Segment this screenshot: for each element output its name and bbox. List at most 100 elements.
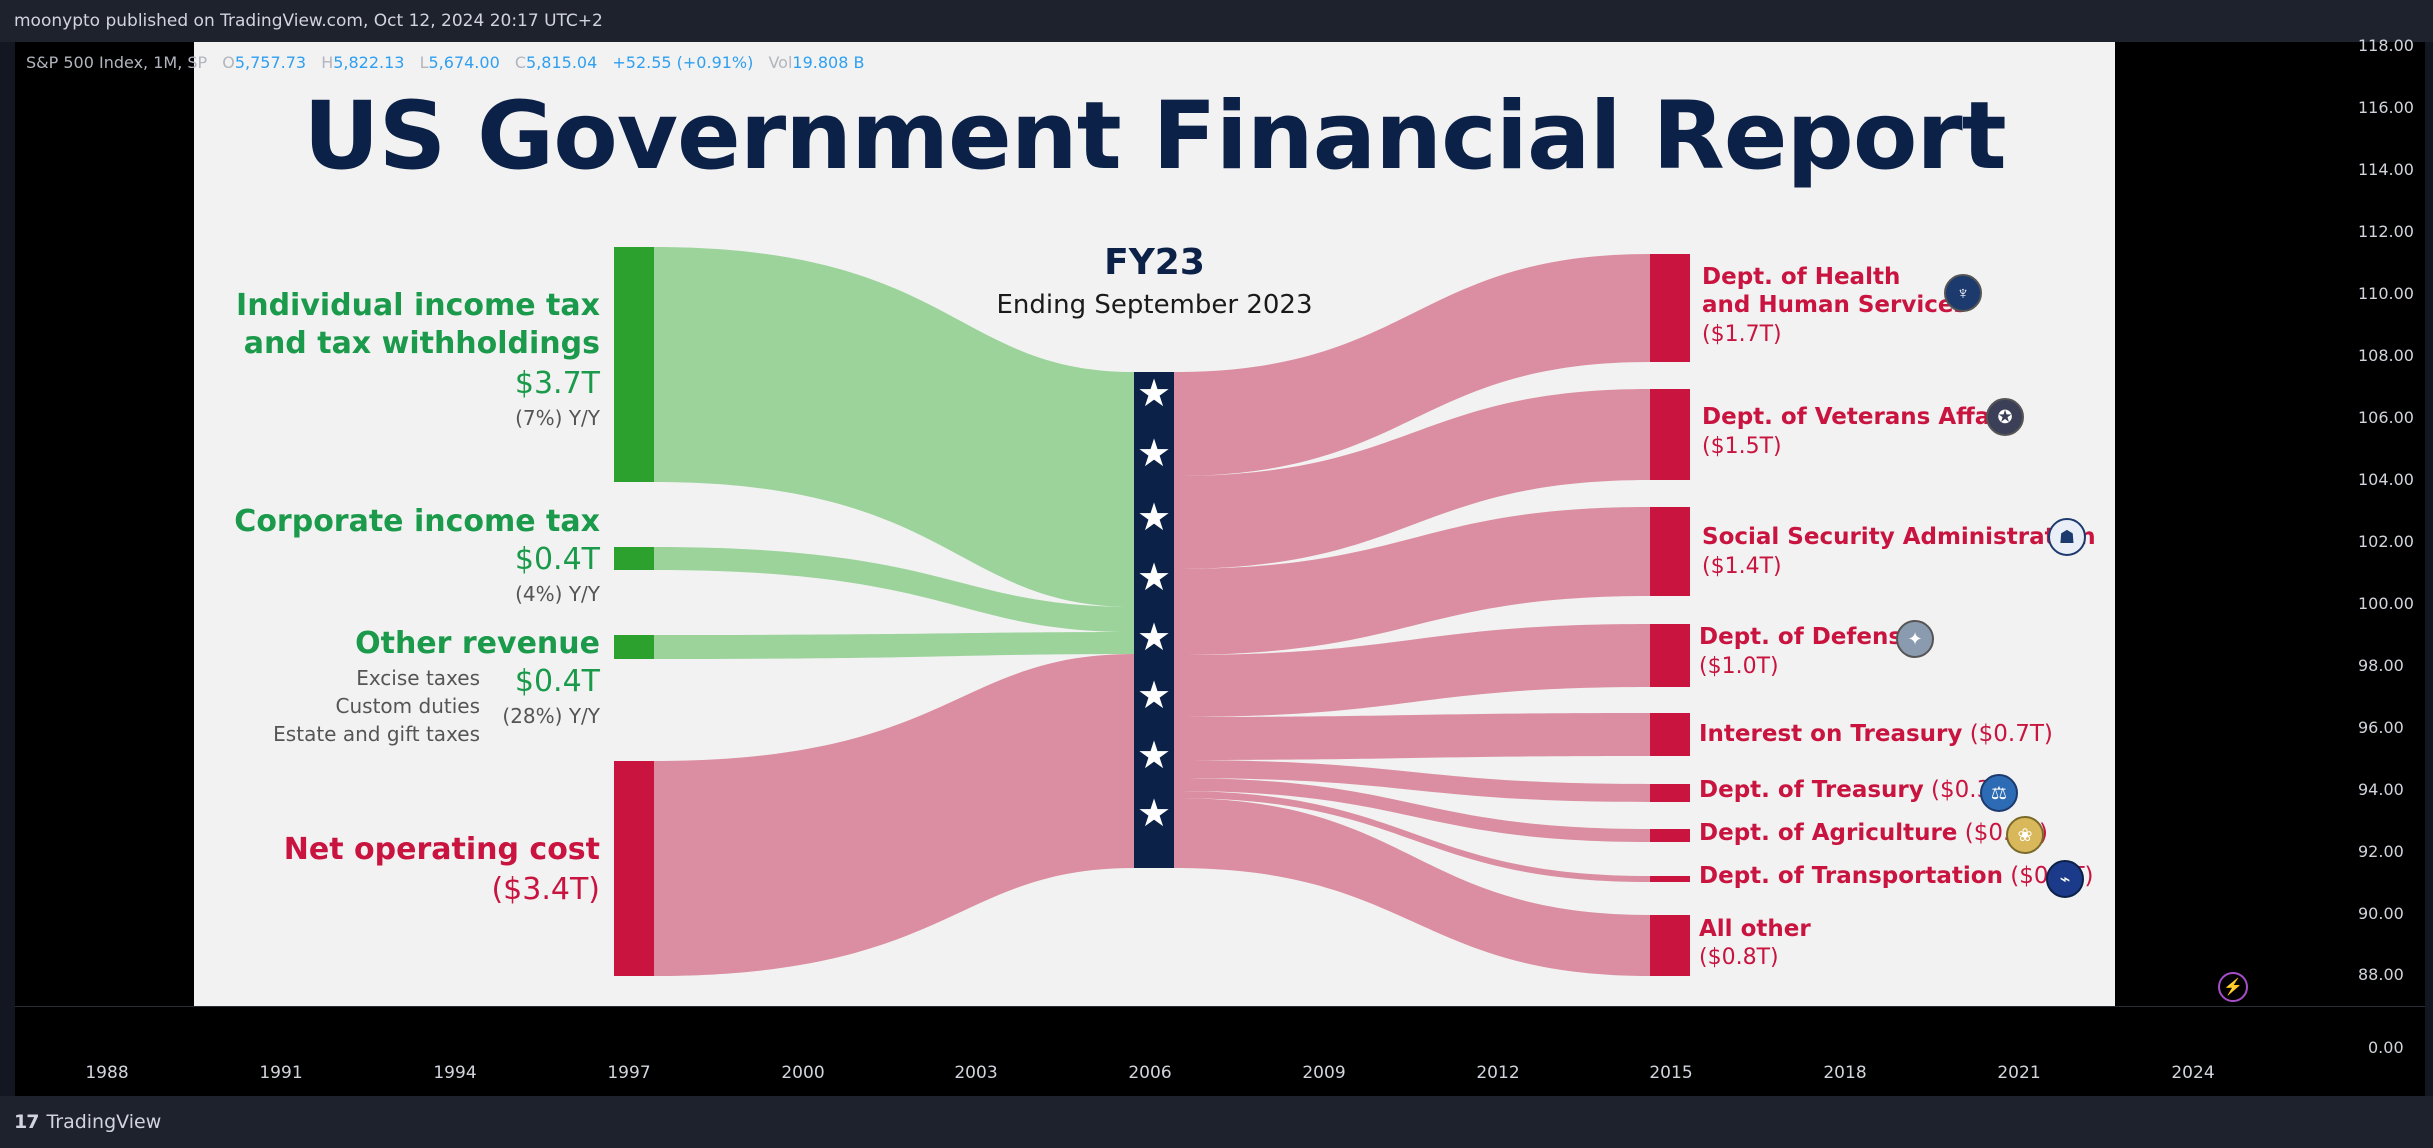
flow-net-operating-cost	[654, 654, 1134, 976]
bar-individual-tax	[614, 247, 654, 482]
y-tick: 108.00	[2358, 346, 2414, 365]
y-tick: 92.00	[2358, 842, 2404, 861]
y-tick: 90.00	[2358, 904, 2404, 923]
svg-text:★: ★	[1137, 495, 1171, 539]
sankey-flows: ★ ★ ★ ★ ★ ★ ★ ★	[614, 247, 1690, 976]
treasury-seal-icon: ⚖	[1980, 774, 2018, 812]
flow-treasury	[1174, 760, 1650, 802]
y-tick: 88.00	[2358, 965, 2404, 984]
flow-dod	[1174, 624, 1650, 717]
close-value: 5,815.04	[526, 53, 598, 72]
revenue-change-other: (28%) Y/Y	[502, 704, 600, 728]
time-axis-separator	[15, 1006, 2425, 1007]
bar-all-other	[1650, 915, 1690, 976]
y-tick: 94.00	[2358, 780, 2404, 799]
bar-dod	[1650, 624, 1690, 687]
revenue-value-corporate: $0.4T	[514, 542, 600, 577]
bar-ssa	[1650, 507, 1690, 596]
svg-text:★: ★	[1137, 791, 1171, 835]
fy-label: FY23	[1104, 242, 1205, 283]
y-tick: 118.00	[2358, 36, 2414, 55]
y-tick: 104.00	[2358, 470, 2414, 489]
flow-individual-tax	[654, 247, 1134, 607]
dod-seal-icon: ✦	[1896, 620, 1934, 658]
x-tick: 1994	[433, 1063, 477, 1083]
flow-agriculture	[1174, 778, 1650, 842]
flow-other-revenue	[654, 632, 1134, 659]
dot-seal-icon: ⌁	[2046, 860, 2084, 898]
open-value: 5,757.73	[234, 53, 307, 72]
volume-value: 19.808 B	[792, 53, 865, 72]
svg-text:★: ★	[1137, 371, 1171, 415]
x-tick: 2009	[1302, 1063, 1346, 1083]
spend-label-va: Dept. of Veterans Affairs	[1702, 404, 2024, 430]
y-tick: 100.00	[2358, 594, 2414, 613]
footer-bar: 17 TradingView	[0, 1096, 2433, 1148]
spend-label-all-other: All other	[1699, 916, 1811, 942]
bar-treasury	[1650, 784, 1690, 802]
revenue-label-individual-1: Individual income tax	[236, 288, 600, 323]
star-icons: ★ ★ ★ ★ ★ ★ ★ ★	[1137, 371, 1171, 835]
bar-transportation	[1650, 876, 1690, 882]
spend-row-interest: Interest on Treasury ($0.7T)	[1699, 721, 2053, 747]
spend-label-hhs-2: and Human Services	[1702, 292, 1968, 318]
flow-corporate-tax	[654, 547, 1134, 632]
other-detail-excise: Excise taxes	[356, 666, 480, 690]
y-tick: 112.00	[2358, 222, 2414, 241]
other-detail-estate: Estate and gift taxes	[273, 722, 480, 746]
other-detail-customs: Custom duties	[335, 694, 480, 718]
y-tick: 114.00	[2358, 160, 2414, 179]
usda-seal-icon: ❀	[2006, 816, 2044, 854]
revenue-value-individual: $3.7T	[514, 366, 600, 401]
x-tick: 2006	[1128, 1063, 1172, 1083]
y-tick: 110.00	[2358, 284, 2414, 303]
symbol-name[interactable]: S&P 500 Index, 1M, SP	[26, 53, 208, 72]
bar-interest	[1650, 713, 1690, 756]
svg-text:★: ★	[1137, 733, 1171, 777]
lightning-icon[interactable]: ⚡	[2218, 972, 2248, 1002]
bar-va	[1650, 389, 1690, 480]
x-tick: 2024	[2171, 1063, 2215, 1083]
revenue-change-corporate: (4%) Y/Y	[515, 582, 600, 606]
revenue-label-corporate: Corporate income tax	[234, 504, 600, 539]
ssa-seal-icon: ☗	[2048, 518, 2086, 556]
tradingview-logo-icon[interactable]: 17	[14, 1111, 39, 1133]
low-value: 5,674.00	[428, 53, 500, 72]
va-seal-icon: ✪	[1986, 398, 2024, 436]
svg-text:★: ★	[1137, 615, 1171, 659]
spend-value-dod: ($1.0T)	[1699, 654, 1779, 679]
y-tick: 98.00	[2358, 656, 2404, 675]
svg-text:★: ★	[1137, 431, 1171, 475]
hhs-seal-icon: ♆	[1944, 274, 1982, 312]
y-tick: 106.00	[2358, 408, 2414, 427]
flow-all-other	[1174, 798, 1650, 976]
x-tick: 1997	[607, 1063, 651, 1083]
spend-value-ssa: ($1.4T)	[1702, 554, 1782, 579]
center-bar	[1134, 372, 1174, 868]
publish-header: moonypto published on TradingView.com, O…	[0, 0, 2433, 42]
bar-hhs	[1650, 254, 1690, 362]
spend-label-dod: Dept. of Defense	[1699, 624, 1918, 650]
bar-net-operating-cost	[614, 761, 654, 976]
y-tick: 116.00	[2358, 98, 2414, 117]
spend-value-all-other: ($0.8T)	[1699, 945, 1779, 970]
tradingview-brand[interactable]: TradingView	[46, 1111, 162, 1133]
y-tick: 102.00	[2358, 532, 2414, 551]
cost-label-net: Net operating cost	[283, 832, 600, 867]
x-tick: 2000	[781, 1063, 825, 1083]
revenue-value-other: $0.4T	[514, 664, 600, 699]
revenue-change-individual: (7%) Y/Y	[515, 406, 600, 430]
svg-text:★: ★	[1137, 673, 1171, 717]
spend-value-va: ($1.5T)	[1702, 434, 1782, 459]
revenue-label-individual-2: and tax withholdings	[243, 326, 600, 361]
x-tick: 2018	[1823, 1063, 1867, 1083]
symbol-legend: S&P 500 Index, 1M, SP O5,757.73 H5,822.1…	[26, 53, 865, 72]
publish-info: moonypto published on TradingView.com, O…	[14, 11, 603, 31]
spend-row-treasury: Dept. of Treasury ($0.3T)	[1699, 777, 2015, 803]
y-tick: 96.00	[2358, 718, 2404, 737]
spend-row-transportation: Dept. of Transportation ($0.1T)	[1699, 863, 2094, 889]
x-tick: 2015	[1649, 1063, 1693, 1083]
bar-corporate-tax	[614, 547, 654, 570]
flow-va	[1174, 389, 1650, 569]
revenue-label-other: Other revenue	[355, 626, 600, 661]
